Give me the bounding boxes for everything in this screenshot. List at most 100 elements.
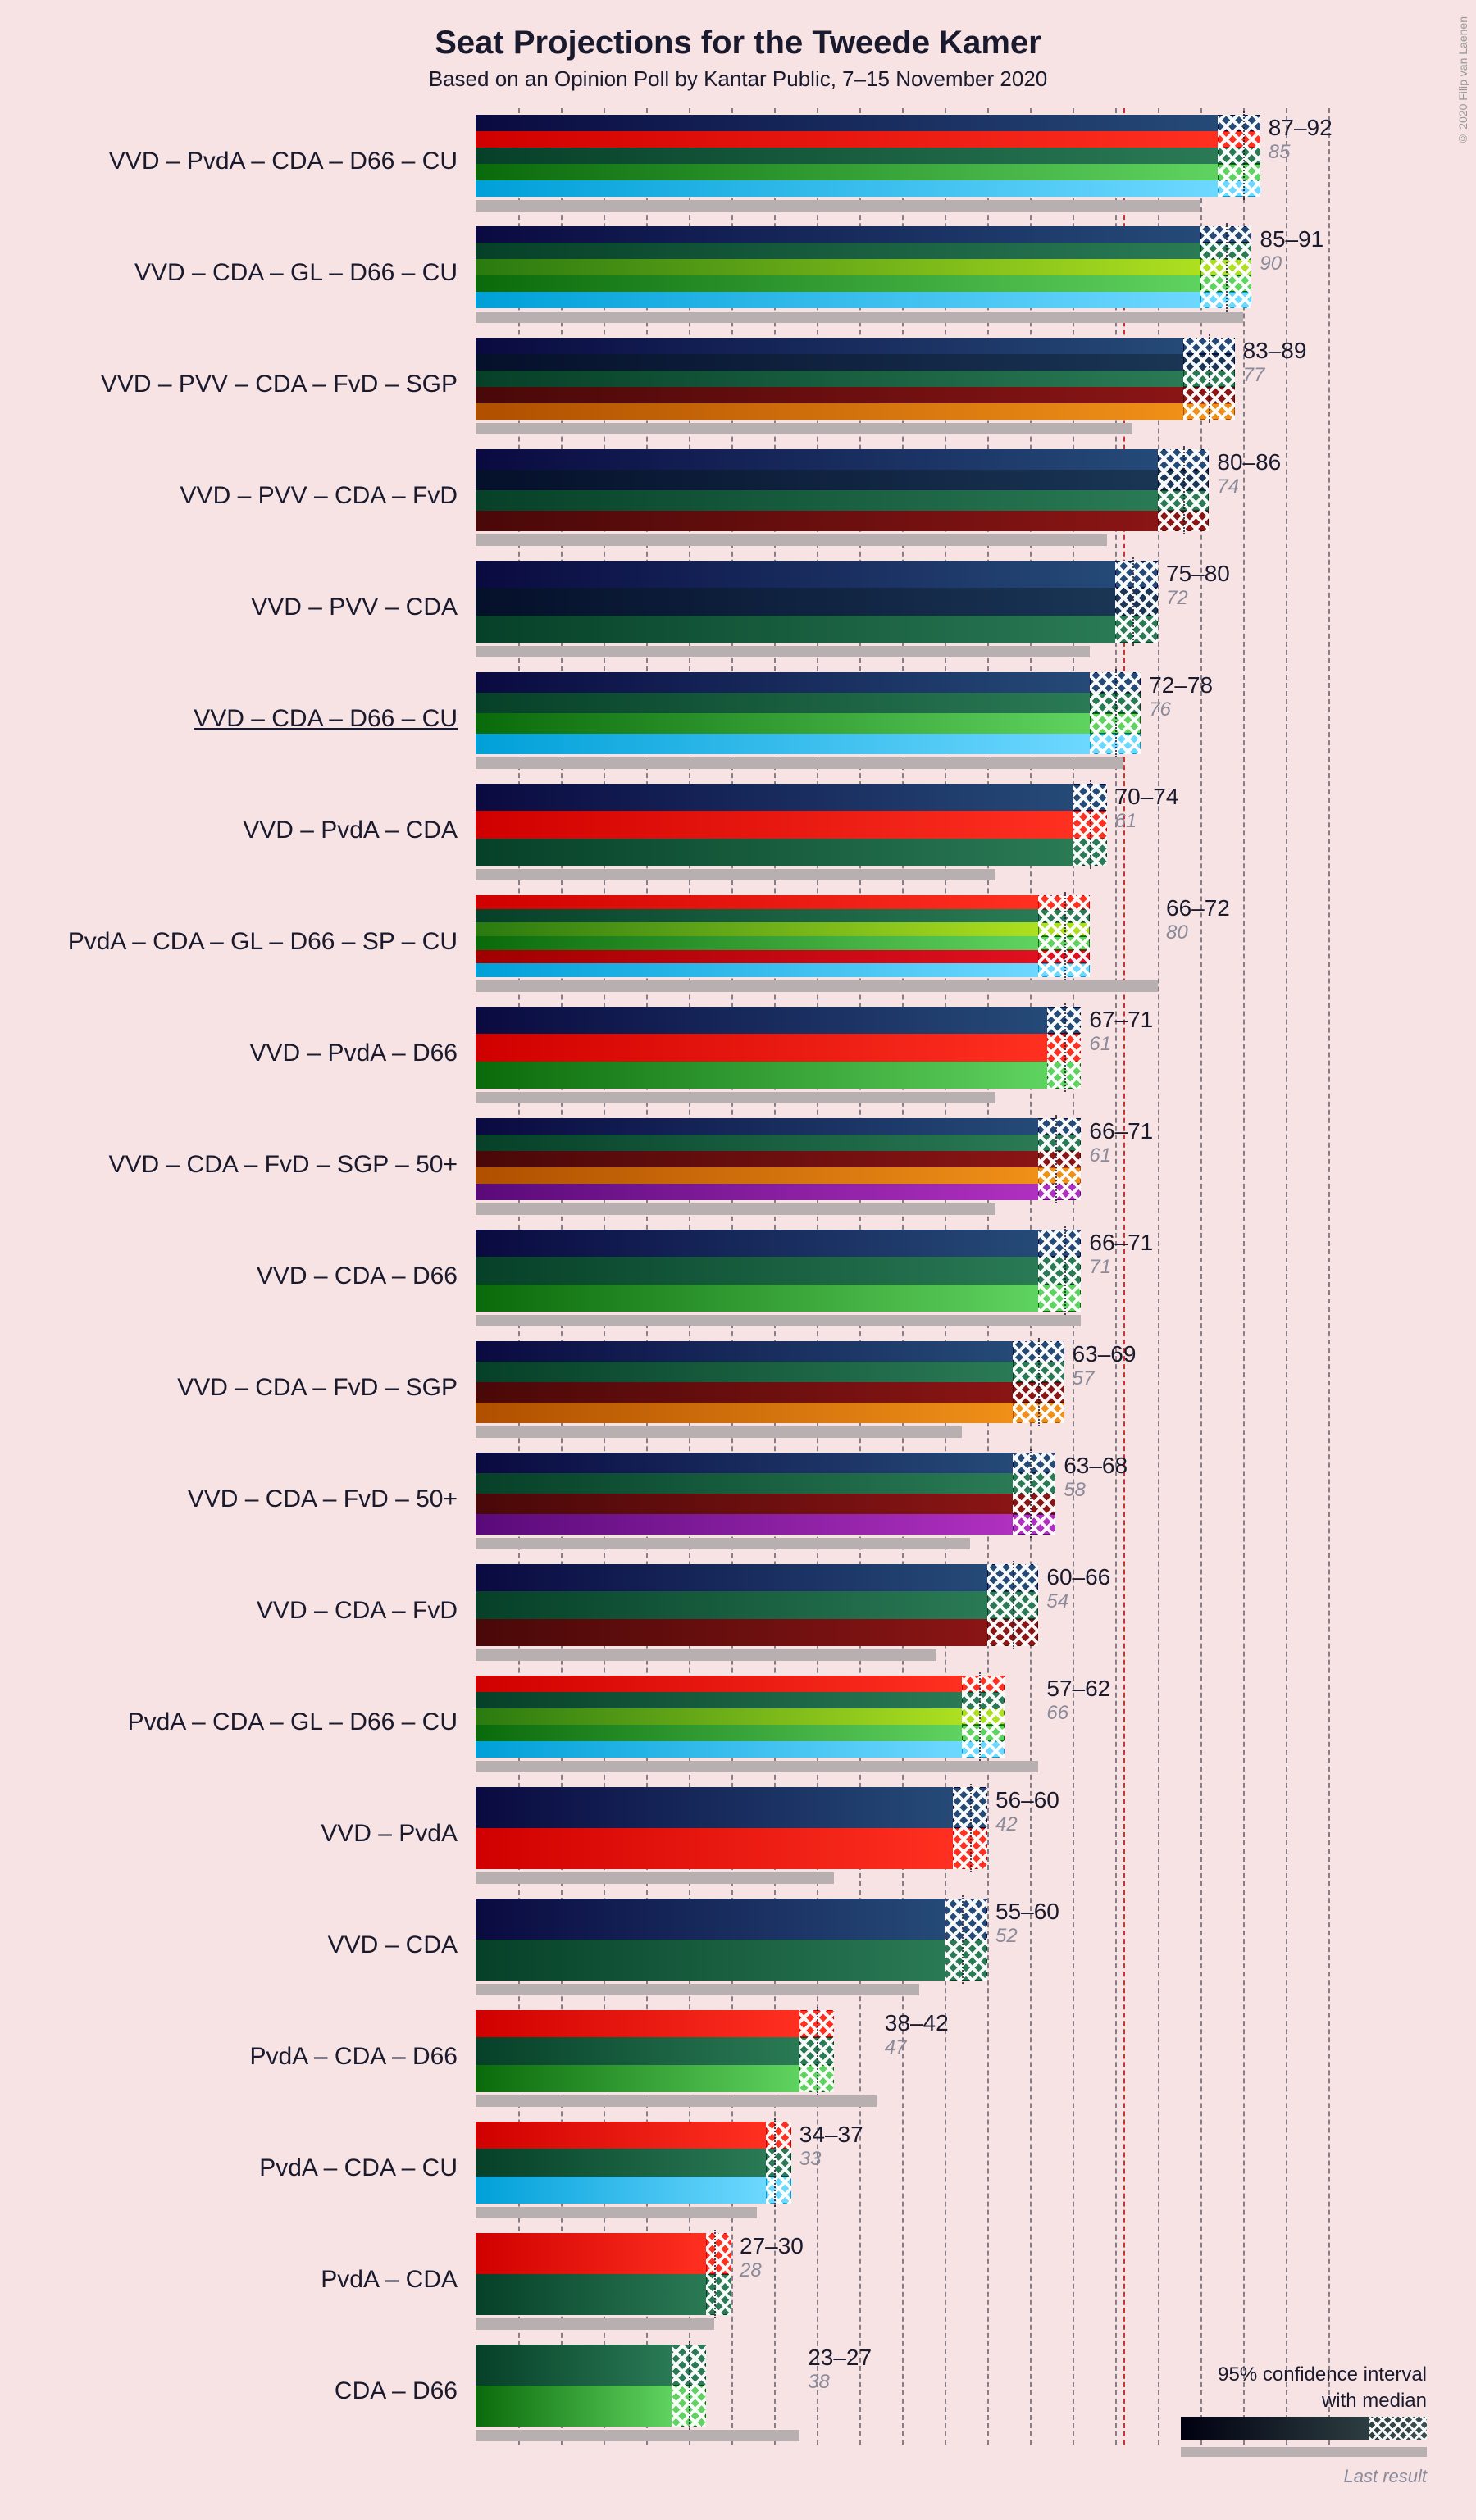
legend-ci-label2: with median	[1181, 2390, 1427, 2413]
coalition-row: VVD – CDA – FvD – 50+63–6858	[33, 1446, 1443, 1553]
coalition-bars: 83–8977	[476, 331, 1328, 438]
median-marker	[1209, 334, 1210, 423]
ci-lower-bar	[476, 561, 1115, 643]
last-result-bar	[476, 200, 1200, 212]
party-stripe	[476, 226, 1200, 243]
value-labels: 67–7161	[1089, 1007, 1153, 1056]
party-stripe	[476, 1230, 1038, 1257]
last-result-bar	[476, 423, 1132, 434]
range-label: 27–30	[740, 2233, 804, 2259]
coalition-row: VVD – CDA – FvD 60–6654	[33, 1558, 1443, 1664]
value-labels: 70–7461	[1115, 784, 1179, 833]
last-result-label: 57	[1073, 1367, 1137, 1390]
ci-lower-bar	[476, 1341, 1013, 1423]
party-stripe	[476, 561, 1115, 588]
ci-lower-bar	[476, 115, 1218, 197]
range-label: 67–71	[1089, 1007, 1153, 1033]
party-stripe	[476, 2037, 800, 2064]
last-result-bar	[476, 312, 1243, 323]
range-label: 66–71	[1089, 1118, 1153, 1144]
party-stripe	[476, 2345, 672, 2386]
median-marker	[1243, 111, 1245, 200]
coalition-row: VVD – PvdA56–6042	[33, 1781, 1443, 1887]
chart-subtitle: Based on an Opinion Poll by Kantar Publi…	[0, 66, 1476, 92]
coalition-label: PvdA – CDA – CU	[33, 2154, 476, 2182]
party-stripe	[476, 1591, 987, 1618]
party-stripe	[476, 1403, 1013, 1423]
range-label: 66–71	[1089, 1230, 1153, 1256]
last-result-label: 72	[1166, 587, 1230, 610]
ci-interval	[962, 1676, 1004, 1758]
range-label: 70–74	[1115, 784, 1179, 810]
ci-lower-bar	[476, 1676, 962, 1758]
ci-lower-bar	[476, 1899, 945, 1981]
median-marker	[1030, 1449, 1032, 1538]
party-stripe	[476, 2122, 766, 2149]
party-stripe	[476, 2149, 766, 2176]
coalition-row: VVD – CDA – FvD – SGP63–6957	[33, 1335, 1443, 1441]
party-stripe	[476, 1167, 1038, 1184]
last-result-label: 47	[885, 2036, 949, 2059]
value-labels: 66–7280	[1166, 895, 1230, 944]
party-stripe	[476, 292, 1200, 308]
value-labels: 60–6654	[1046, 1564, 1110, 1613]
coalition-label: VVD – CDA – FvD	[33, 1597, 476, 1625]
coalition-bars: 72–7876	[476, 666, 1328, 772]
coalition-label: VVD – CDA – D66 – CU	[33, 705, 476, 733]
coalition-label: VVD – PVV – CDA	[33, 594, 476, 621]
party-stripe	[476, 1940, 945, 1981]
coalition-label: CDA – D66	[33, 2377, 476, 2405]
party-stripe	[476, 1062, 1047, 1089]
ci-interval	[1115, 561, 1158, 643]
coalition-bars: 85–9190	[476, 220, 1328, 326]
value-labels: 83–8977	[1243, 338, 1307, 387]
party-stripe	[476, 1151, 1038, 1167]
range-label: 66–72	[1166, 895, 1230, 921]
party-stripe	[476, 2177, 766, 2204]
last-result-bar	[476, 1092, 995, 1103]
coalition-label: VVD – PvdA	[33, 1820, 476, 1848]
value-labels: 63–6957	[1073, 1341, 1137, 1390]
coalition-label: PvdA – CDA	[33, 2266, 476, 2294]
ci-lower-bar	[476, 2345, 672, 2427]
coalition-bars: 38–4247	[476, 2004, 1328, 2110]
coalition-row: VVD – CDA – GL – D66 – CU85–9190	[33, 220, 1443, 326]
ci-lower-bar	[476, 1564, 987, 1646]
party-stripe	[476, 490, 1158, 511]
coalition-bars: 57–6266	[476, 1669, 1328, 1776]
coalition-row: VVD – PvdA – CDA – D66 – CU87–9285	[33, 108, 1443, 215]
coalition-row: PvdA – CDA – GL – D66 – CU57–6266	[33, 1669, 1443, 1776]
coalition-label: VVD – PVV – CDA – FvD – SGP	[33, 371, 476, 398]
coalition-label: VVD – PvdA – CDA	[33, 816, 476, 844]
ci-lower-bar	[476, 338, 1183, 420]
party-stripe	[476, 180, 1218, 197]
value-labels: 38–4247	[885, 2010, 949, 2059]
last-result-bar	[476, 1203, 995, 1215]
ci-interval	[766, 2122, 791, 2204]
party-stripe	[476, 338, 1183, 354]
last-result-label: 33	[800, 2148, 863, 2171]
coalition-bars: 67–7161	[476, 1000, 1328, 1107]
last-result-label: 76	[1149, 698, 1213, 721]
last-result-label: 28	[740, 2259, 804, 2282]
ci-lower-bar	[476, 226, 1200, 308]
party-stripe	[476, 922, 1038, 936]
party-stripe	[476, 1257, 1038, 1284]
coalition-bars: 87–9285	[476, 108, 1328, 215]
range-label: 60–66	[1046, 1564, 1110, 1590]
legend-last-bar	[1181, 2447, 1427, 2457]
median-marker	[962, 1895, 963, 1984]
last-result-label: 61	[1089, 1144, 1153, 1167]
legend-last-label: Last result	[1181, 2466, 1427, 2487]
party-stripe	[476, 713, 1090, 734]
party-stripe	[476, 1285, 1038, 1312]
median-marker	[1064, 1003, 1066, 1092]
coalition-label: VVD – CDA – GL – D66 – CU	[33, 259, 476, 287]
chart-area: VVD – PvdA – CDA – D66 – CU87–9285VVD – …	[33, 108, 1443, 2445]
ci-lower-bar	[476, 2010, 800, 2092]
coalition-bars: 66–7171	[476, 1223, 1328, 1330]
value-labels: 80–8674	[1217, 449, 1281, 498]
coalition-bars: 66–7161	[476, 1112, 1328, 1218]
median-marker	[1132, 557, 1134, 646]
party-stripe	[476, 1007, 1047, 1034]
